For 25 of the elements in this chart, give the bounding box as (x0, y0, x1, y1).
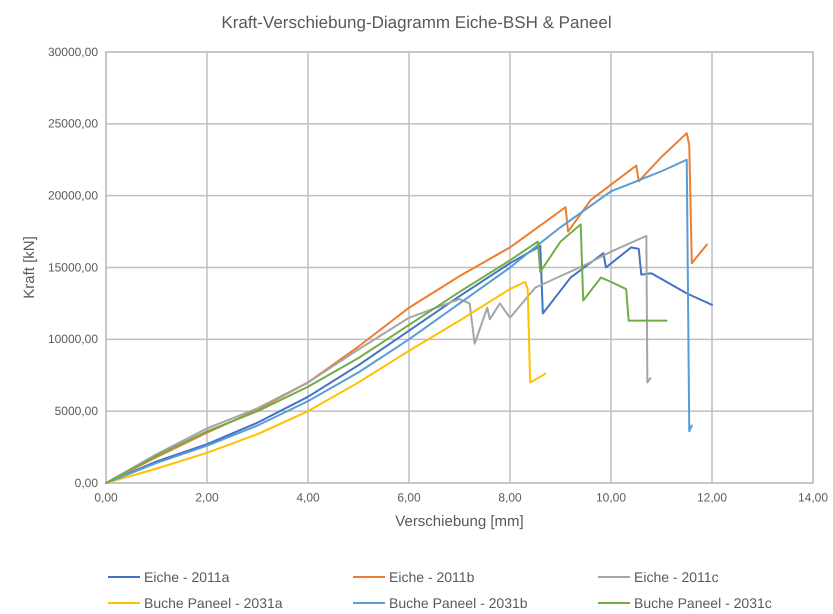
legend-label: Buche Paneel - 2031c (634, 595, 772, 611)
legend-label: Buche Paneel - 2031b (389, 595, 528, 611)
legend-label: Buche Paneel - 2031a (144, 595, 283, 611)
y-tick-label: 20000,00 (48, 188, 98, 203)
y-tick-label: 30000,00 (48, 44, 98, 59)
x-tick-label: 12,00 (696, 490, 728, 505)
y-axis-title: Kraft [kN] (21, 236, 38, 299)
legend-label: Eiche - 2011c (634, 569, 719, 585)
x-tick-label: 6,00 (397, 490, 421, 505)
y-tick-label: 15000,00 (48, 260, 98, 274)
x-axis-title: Verschiebung [mm] (395, 513, 524, 530)
x-tick-label: 4,00 (296, 490, 320, 505)
y-tick-label: 25000,00 (48, 116, 98, 131)
chart-title: Kraft-Verschiebung-Diagramm Eiche-BSH & Paneel (221, 13, 612, 32)
y-tick-label: 0,00 (74, 476, 98, 490)
y-tick-label: 5000,00 (54, 404, 98, 418)
legend-label: Eiche - 2011a (144, 569, 230, 585)
line-series (105, 280, 546, 484)
legend-label: Eiche - 2011b (389, 569, 475, 585)
x-tick-label: 0,00 (94, 490, 118, 505)
x-tick-label: 10,00 (596, 490, 626, 505)
x-tick-label: 2,00 (195, 490, 219, 505)
x-tick-label: 14,00 (798, 490, 828, 505)
x-tick-label: 8,00 (498, 490, 522, 505)
y-tick-label: 10000,00 (48, 332, 98, 346)
